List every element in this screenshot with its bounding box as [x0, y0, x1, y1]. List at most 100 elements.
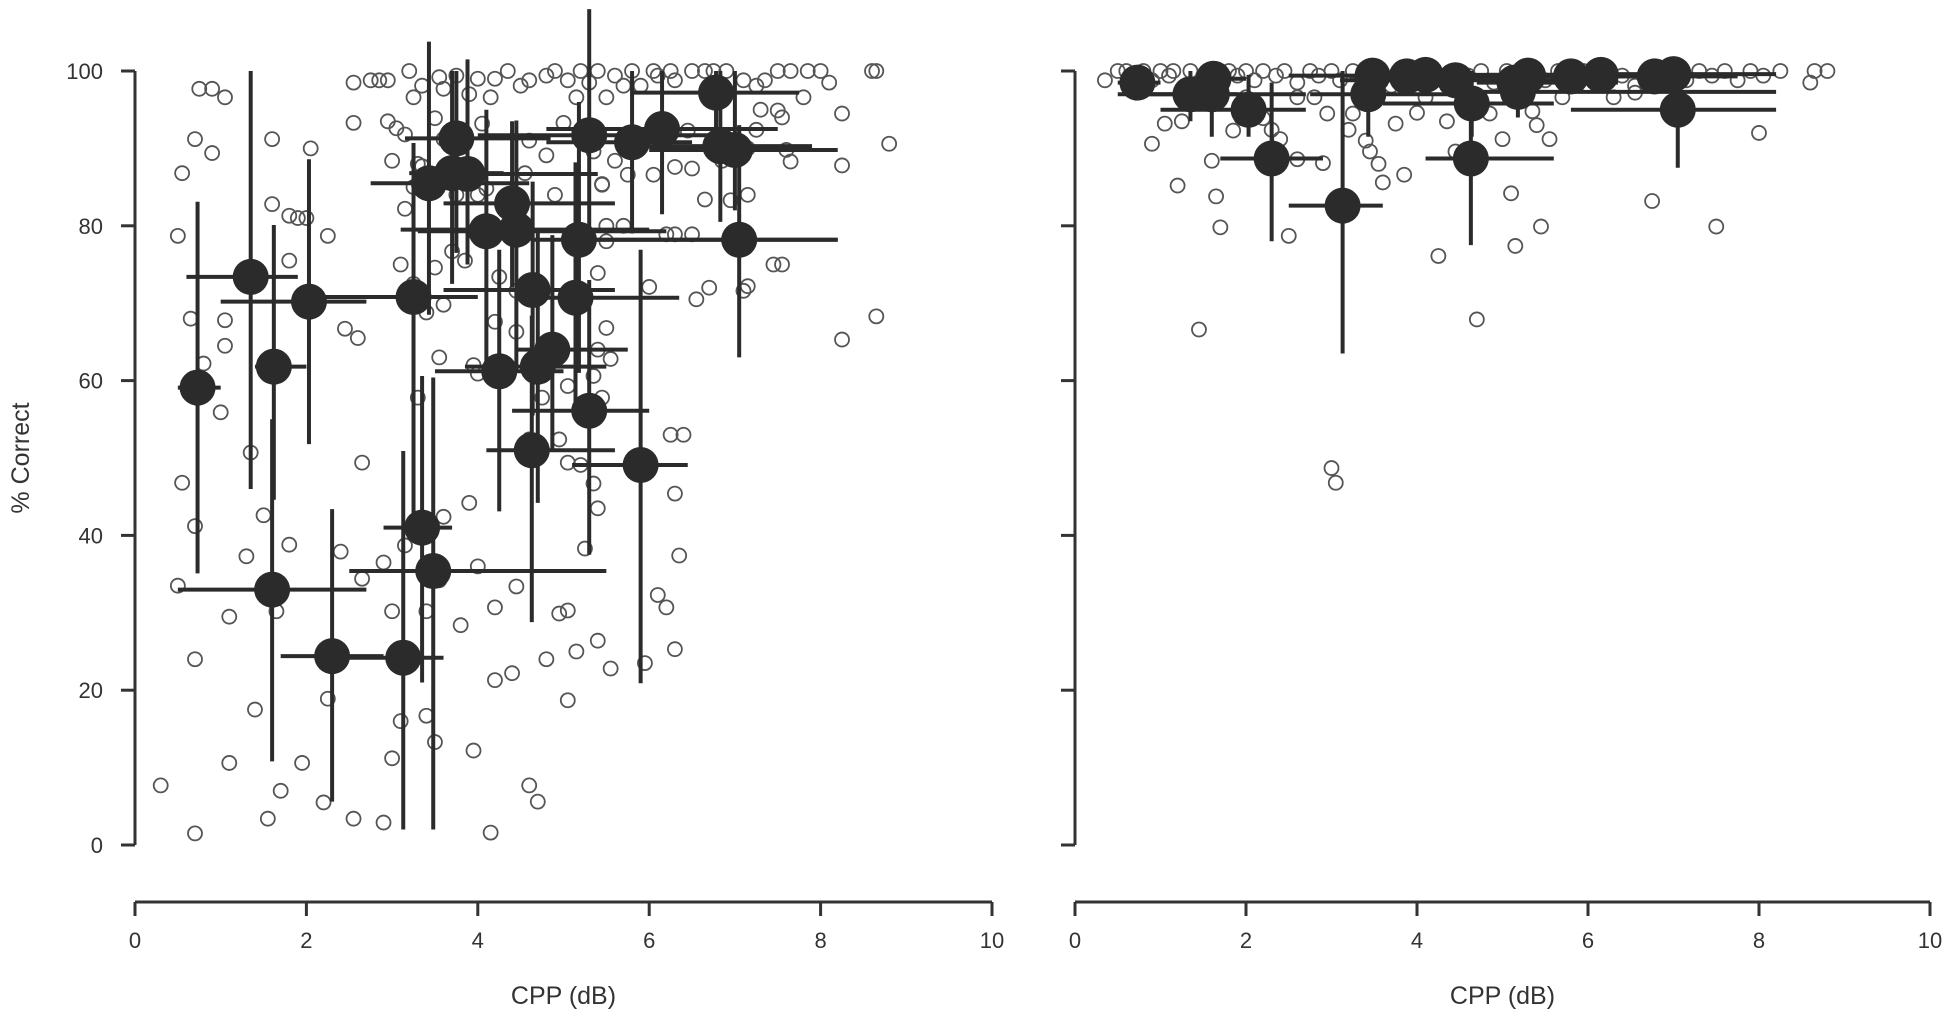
- data-point: [1097, 72, 1113, 89]
- data-point: [1319, 105, 1336, 122]
- data-point: [602, 660, 619, 677]
- data-point: [1268, 67, 1284, 84]
- data-point: [607, 152, 623, 169]
- data-point: [589, 63, 606, 79]
- data-point: [405, 89, 422, 106]
- mean-point: [644, 111, 681, 148]
- data-point: [319, 690, 336, 707]
- data-point: [739, 186, 756, 203]
- data-point: [1528, 117, 1545, 134]
- data-point: [821, 74, 838, 91]
- data-point: [499, 63, 516, 79]
- data-point: [212, 404, 229, 421]
- data-point: [1370, 155, 1387, 172]
- data-point: [598, 89, 615, 106]
- mean-point: [1453, 85, 1490, 122]
- data-point: [217, 89, 233, 106]
- data-point: [337, 320, 353, 337]
- data-point: [782, 63, 799, 79]
- data-point: [217, 337, 233, 354]
- data-point: [1344, 105, 1361, 122]
- x-tick-label: 10: [1918, 928, 1942, 953]
- data-point: [1315, 155, 1331, 172]
- data-point: [568, 643, 585, 660]
- x-tick-label: 0: [1069, 928, 1081, 953]
- data-point: [1751, 125, 1767, 141]
- data-point: [756, 72, 773, 89]
- data-point: [667, 159, 683, 175]
- data-point: [1152, 63, 1169, 79]
- mean-point: [468, 213, 505, 250]
- data-point: [1306, 89, 1323, 106]
- data-point: [482, 824, 499, 841]
- mean-point: [1324, 187, 1361, 224]
- data-point: [474, 115, 490, 132]
- data-point: [1161, 67, 1177, 84]
- data-point: [435, 80, 452, 97]
- y-tick-label: 60: [79, 369, 103, 394]
- data-point: [1533, 218, 1549, 235]
- mean-point: [254, 571, 291, 608]
- data-point: [602, 351, 619, 367]
- data-point: [521, 777, 538, 794]
- data-point: [508, 578, 525, 595]
- mean-point: [698, 74, 735, 111]
- data-point: [375, 554, 392, 571]
- data-point: [697, 63, 713, 79]
- y-tick-label: 0: [91, 833, 103, 858]
- data-point: [259, 810, 276, 827]
- data-point: [547, 63, 563, 79]
- data-point: [1225, 122, 1242, 139]
- x-tick-label: 8: [814, 928, 826, 953]
- data-point: [667, 485, 683, 502]
- data-point: [662, 426, 679, 443]
- right-panel: 0 2 4 6 8 10 CPP (dB): [1061, 56, 1942, 1010]
- x-axis-title: CPP (dB): [1450, 982, 1555, 1010]
- data-point: [585, 368, 602, 384]
- data-point: [649, 587, 666, 603]
- data-point: [538, 147, 555, 164]
- x-tick-label: 6: [643, 928, 655, 953]
- mean-point: [571, 392, 608, 429]
- data-point: [1238, 63, 1254, 79]
- data-point: [559, 454, 576, 471]
- data-point: [289, 210, 306, 226]
- data-point: [774, 256, 790, 273]
- data-point: [1430, 248, 1447, 264]
- mean-point: [404, 509, 441, 546]
- data-point: [315, 794, 332, 811]
- data-point: [538, 67, 555, 84]
- data-point: [504, 665, 520, 682]
- data-point: [375, 814, 392, 831]
- data-point: [319, 227, 336, 244]
- data-point: [645, 166, 662, 183]
- data-point: [298, 210, 315, 226]
- data-point: [684, 63, 700, 79]
- x-tick-label: 0: [129, 928, 141, 953]
- data-point: [658, 599, 675, 616]
- data-point: [174, 165, 191, 182]
- mean-point: [513, 432, 550, 469]
- data-point: [1507, 238, 1524, 254]
- data-point: [834, 105, 850, 122]
- x-tick-label: 10: [980, 928, 1004, 953]
- data-point: [187, 131, 203, 148]
- mean-point: [622, 446, 659, 483]
- data-point: [465, 742, 482, 759]
- data-point: [264, 131, 281, 148]
- mean-point: [1655, 56, 1692, 93]
- mean-point: [534, 331, 571, 368]
- data-point: [1173, 113, 1190, 130]
- mean-point: [179, 369, 216, 406]
- data-point: [1327, 474, 1344, 491]
- data-point: [529, 793, 546, 810]
- data-point: [187, 518, 203, 535]
- data-point: [1276, 63, 1293, 79]
- data-point: [152, 777, 169, 794]
- data-point: [217, 312, 233, 329]
- data-point: [169, 577, 186, 594]
- mean-point: [255, 348, 292, 385]
- x-axis-title: CPP (dB): [511, 982, 616, 1010]
- data-point: [1289, 74, 1306, 91]
